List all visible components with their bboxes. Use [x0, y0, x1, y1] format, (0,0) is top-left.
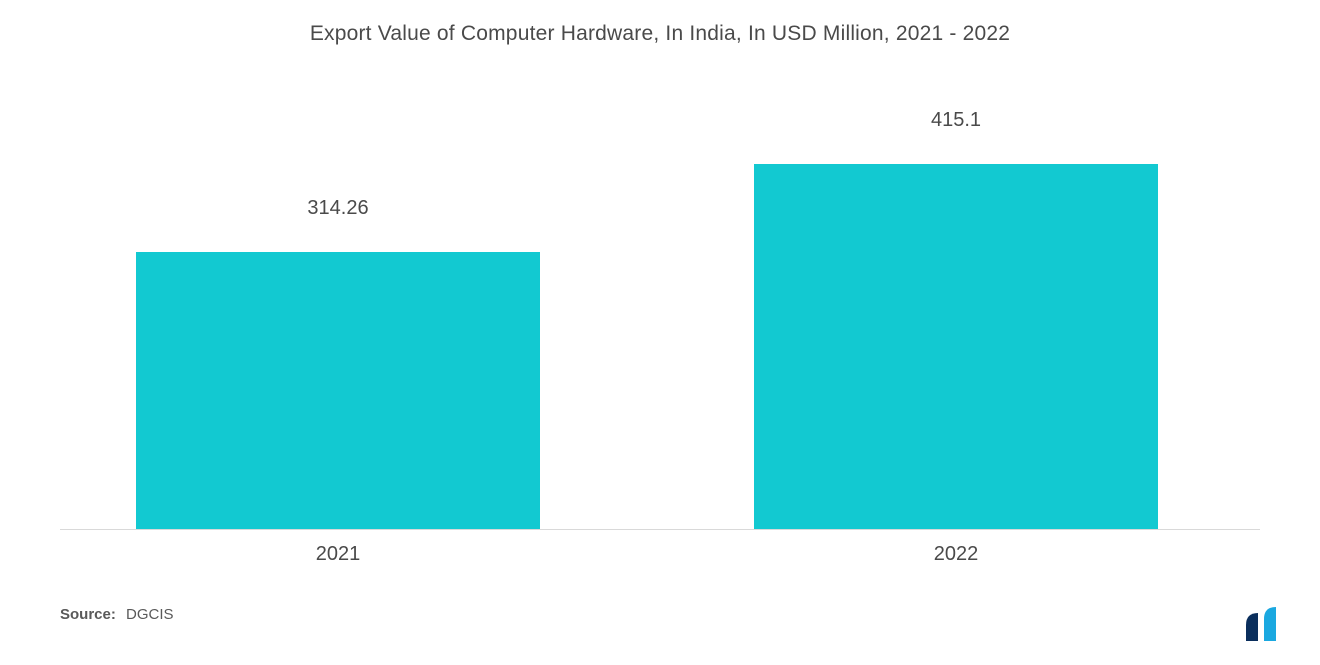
chart-title: Export Value of Computer Hardware, In In… — [0, 22, 1320, 46]
bar-value-label: 415.1 — [754, 109, 1158, 132]
source-label: Source: — [60, 606, 116, 623]
brand-logo-icon — [1240, 605, 1290, 641]
source-line: Source: DGCIS — [60, 606, 174, 623]
logo-right-bar — [1264, 607, 1276, 641]
bar — [754, 164, 1158, 529]
logo-left-bar — [1246, 613, 1258, 641]
bar-value-label: 314.26 — [136, 197, 540, 220]
x-axis-label: 2022 — [754, 543, 1158, 566]
chart-plot-area: 314.262021 415.12022 — [60, 90, 1260, 530]
x-axis-label: 2021 — [136, 543, 540, 566]
source-value: DGCIS — [126, 606, 174, 623]
bar-slot: 314.262021 — [136, 89, 540, 529]
bar — [136, 252, 540, 529]
bar-slot: 415.12022 — [754, 89, 1158, 529]
